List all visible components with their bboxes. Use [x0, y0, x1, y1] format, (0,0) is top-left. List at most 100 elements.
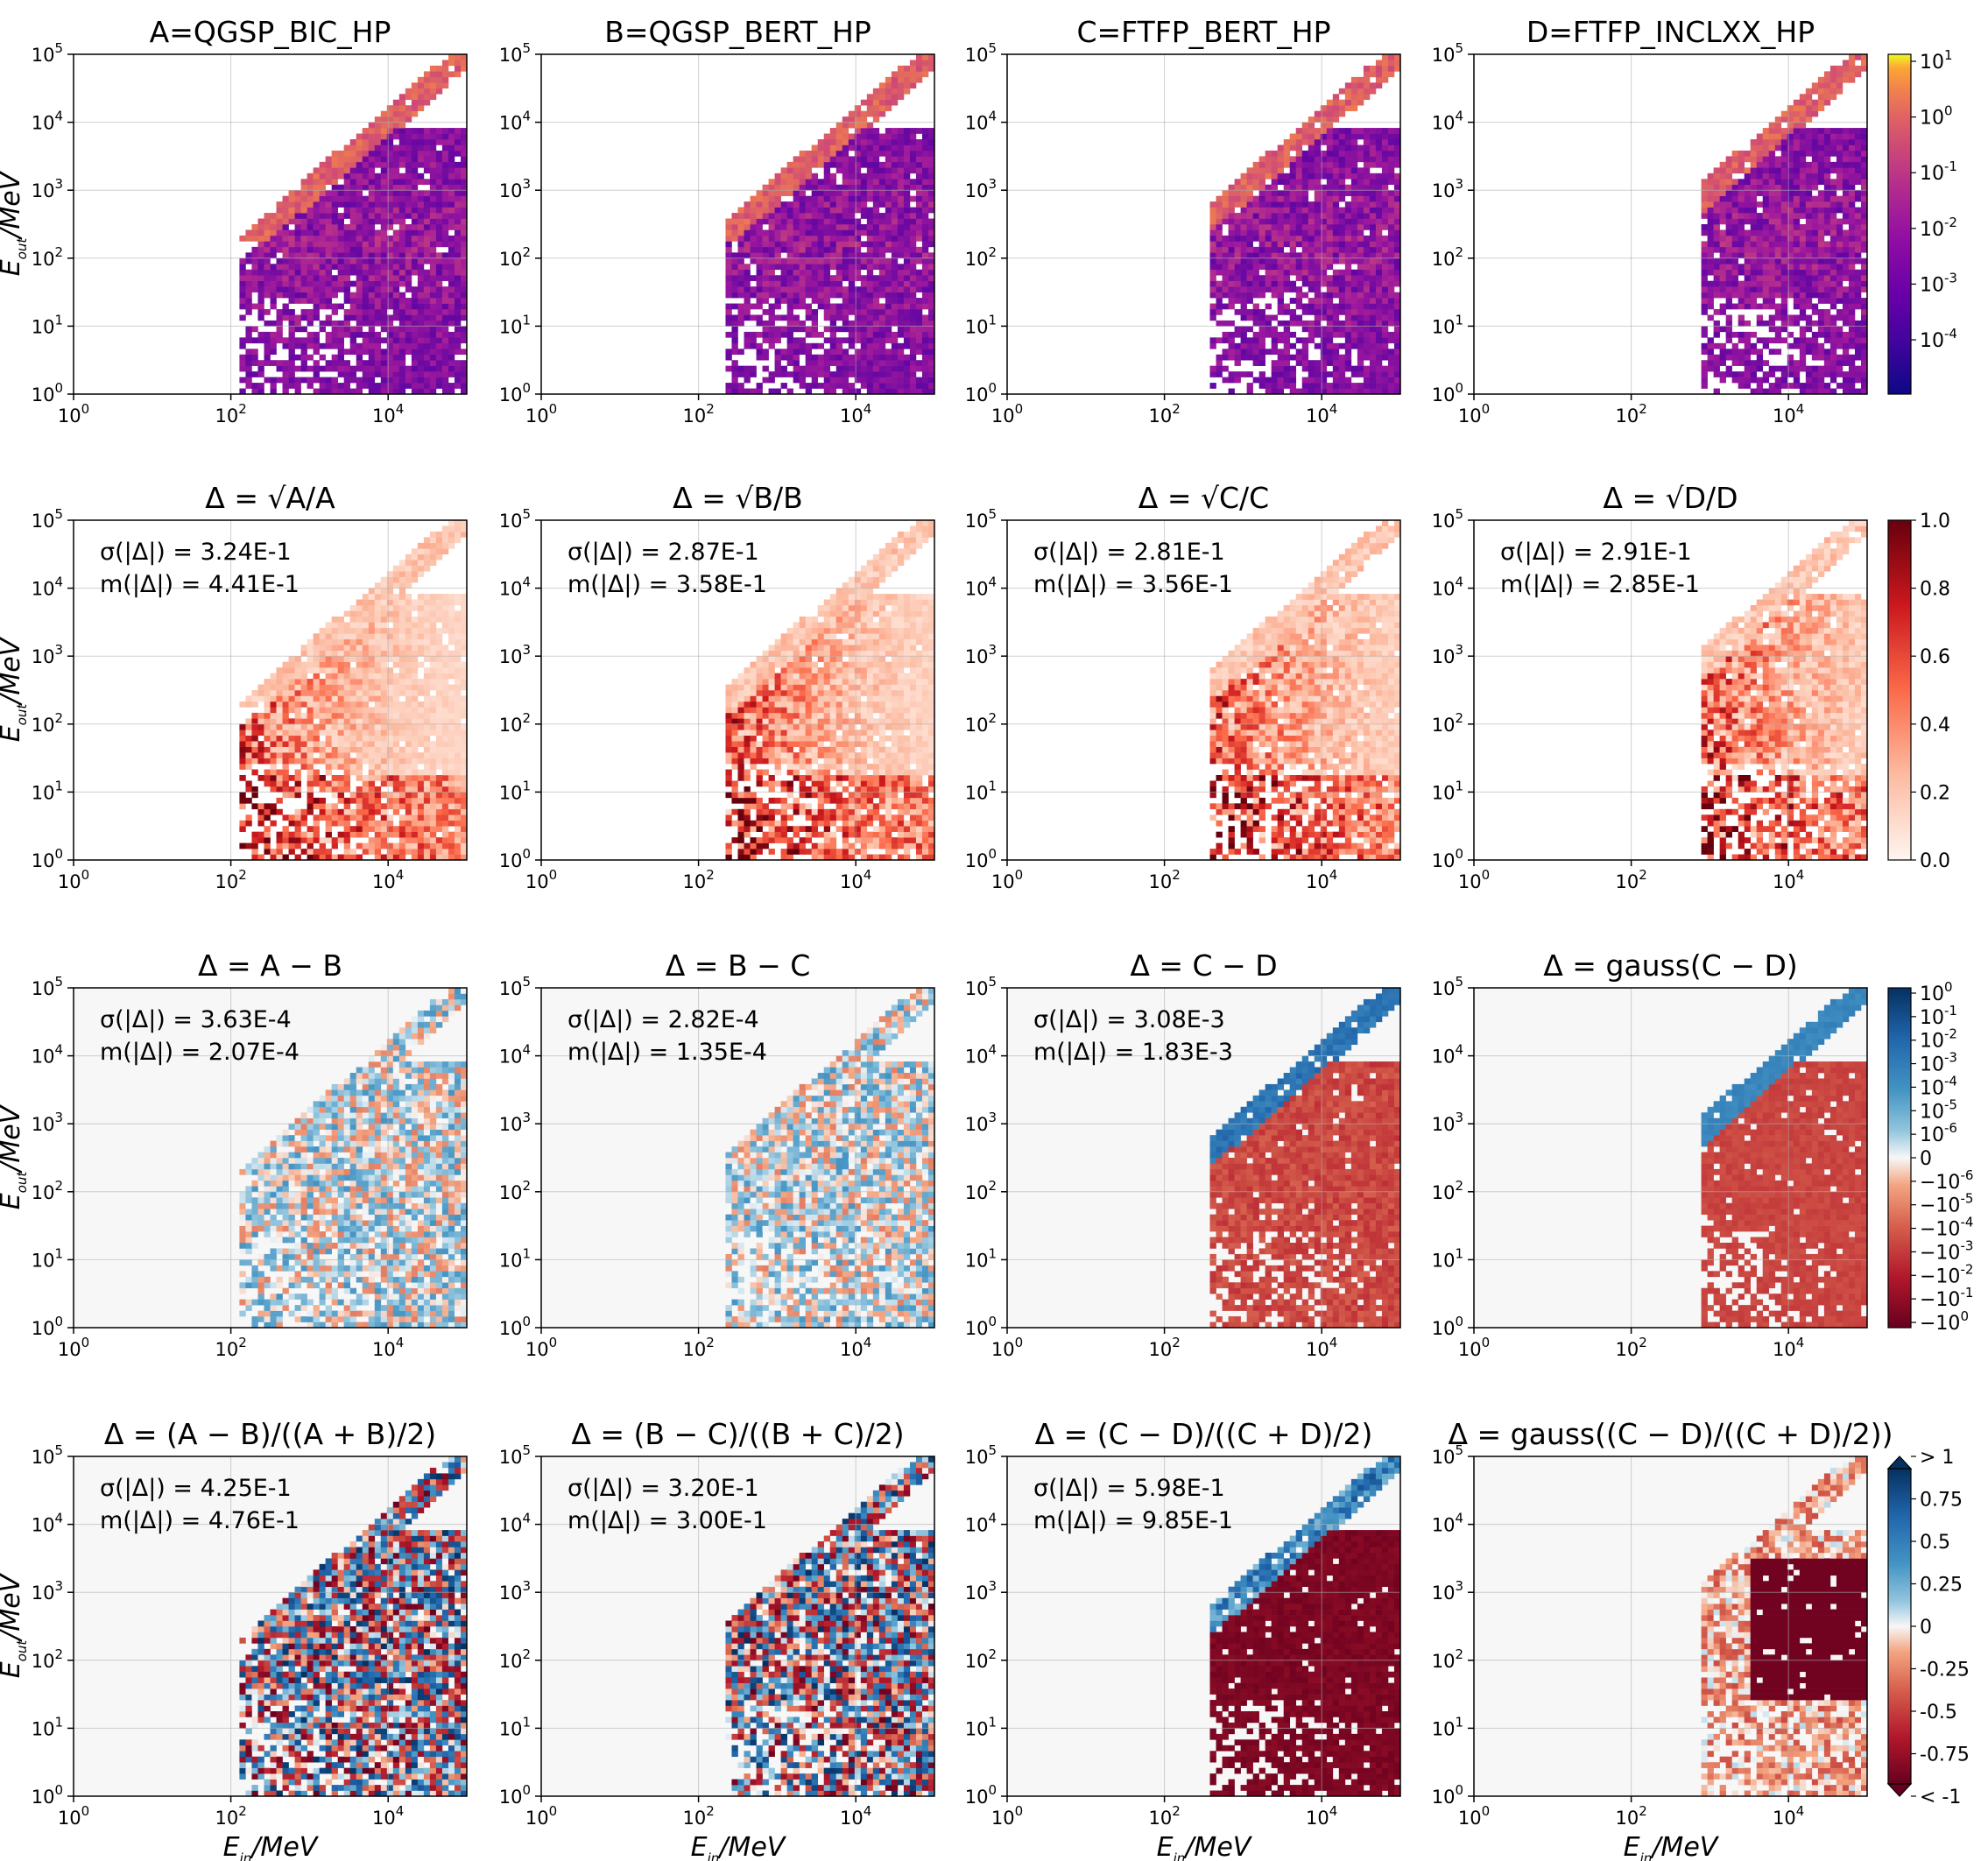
histogram-cell [921, 314, 929, 321]
histogram-cell [1357, 269, 1364, 276]
histogram-cell [441, 303, 449, 310]
histogram-cell [1805, 88, 1813, 95]
histogram-cell [282, 314, 289, 321]
histogram-cell [1209, 264, 1216, 271]
histogram-cell [1719, 275, 1726, 281]
histogram-cell [1234, 342, 1241, 349]
histogram-cell [1338, 224, 1346, 230]
histogram-cell [915, 314, 923, 321]
histogram-cell [780, 298, 787, 304]
histogram-cell [1793, 320, 1801, 327]
histogram-cell [731, 371, 738, 377]
histogram-cell [829, 133, 837, 140]
histogram-cell [1707, 241, 1714, 248]
histogram-cell [921, 190, 929, 196]
histogram-cell [1823, 331, 1831, 338]
histogram-cell [337, 365, 344, 372]
histogram-cell [270, 275, 277, 281]
histogram-cell [774, 371, 781, 377]
histogram-cell [878, 360, 886, 366]
histogram-cell [915, 331, 923, 338]
histogram-cell [799, 252, 806, 259]
histogram-cell [805, 173, 812, 180]
histogram-cell [866, 207, 874, 214]
histogram-cell [817, 246, 825, 253]
histogram-cell [1283, 264, 1291, 271]
histogram-cell [774, 337, 781, 344]
histogram-cell [1320, 257, 1328, 264]
histogram-cell [1277, 224, 1285, 230]
histogram-cell [780, 229, 787, 236]
histogram-cell [1393, 173, 1401, 180]
histogram-cell [1258, 252, 1265, 259]
histogram-cell [835, 342, 843, 349]
histogram-cell [1344, 303, 1352, 310]
histogram-cell [1750, 280, 1758, 287]
histogram-cell [1271, 349, 1278, 356]
histogram-cell [1357, 82, 1364, 89]
histogram-cell [1344, 190, 1352, 196]
histogram-cell [1805, 150, 1813, 157]
histogram-cell [368, 371, 376, 377]
histogram-cell [356, 303, 363, 310]
histogram-cell [1713, 241, 1720, 248]
histogram-cell [1295, 156, 1303, 163]
histogram-cell [1209, 257, 1216, 264]
histogram-cell [1338, 275, 1346, 281]
histogram-cell [441, 229, 449, 236]
histogram-cell [1246, 173, 1253, 180]
histogram-cell [1799, 110, 1807, 117]
histogram-cell [264, 235, 271, 242]
histogram-cell [1332, 342, 1340, 349]
histogram-cell [725, 264, 732, 271]
histogram-cell [368, 218, 376, 225]
histogram-cell [829, 349, 837, 356]
histogram-cell [1707, 365, 1714, 372]
histogram-cell [903, 161, 911, 168]
histogram-cell [245, 383, 252, 389]
histogram-cell [1738, 320, 1745, 327]
histogram-cell [1265, 275, 1272, 281]
histogram-cell [380, 371, 388, 377]
histogram-cell [1271, 377, 1278, 384]
histogram-cell [1369, 377, 1377, 384]
histogram-cell [454, 184, 462, 191]
histogram-cell [1363, 371, 1371, 377]
histogram-cell [1811, 128, 1819, 134]
histogram-cell [848, 320, 856, 327]
histogram-cell [319, 235, 326, 242]
histogram-cell [1295, 218, 1303, 225]
histogram-cell [854, 252, 862, 259]
histogram-cell [1381, 218, 1389, 225]
histogram-cell [1258, 320, 1265, 327]
histogram-cell [1320, 365, 1328, 372]
histogram-cell [294, 383, 301, 389]
histogram-cell [1338, 133, 1346, 140]
histogram-cell [915, 275, 923, 281]
histogram-cell [300, 241, 307, 248]
histogram-cell [1756, 161, 1764, 168]
histogram-cell [903, 218, 911, 225]
histogram-cell [872, 241, 880, 248]
histogram-cell [423, 224, 431, 230]
histogram-cell [405, 320, 412, 327]
histogram-cell [1308, 280, 1315, 287]
histogram-cell [288, 365, 295, 372]
histogram-cell [454, 246, 462, 253]
histogram-cell [1701, 264, 1708, 271]
histogram-cell [774, 173, 781, 180]
histogram-cell [460, 60, 468, 67]
histogram-cell [1271, 246, 1278, 253]
histogram-cell [1295, 252, 1303, 259]
histogram-cell [1701, 275, 1708, 281]
histogram-cell [1719, 371, 1726, 377]
histogram-cell [343, 286, 351, 293]
histogram-cell [1768, 349, 1776, 356]
histogram-cell [1707, 257, 1714, 264]
histogram-cell [405, 150, 412, 157]
histogram-cell [392, 388, 400, 395]
histogram-cell [356, 156, 363, 163]
histogram-cell [823, 280, 831, 287]
histogram-cell [885, 371, 892, 377]
histogram-cell [1725, 235, 1732, 242]
